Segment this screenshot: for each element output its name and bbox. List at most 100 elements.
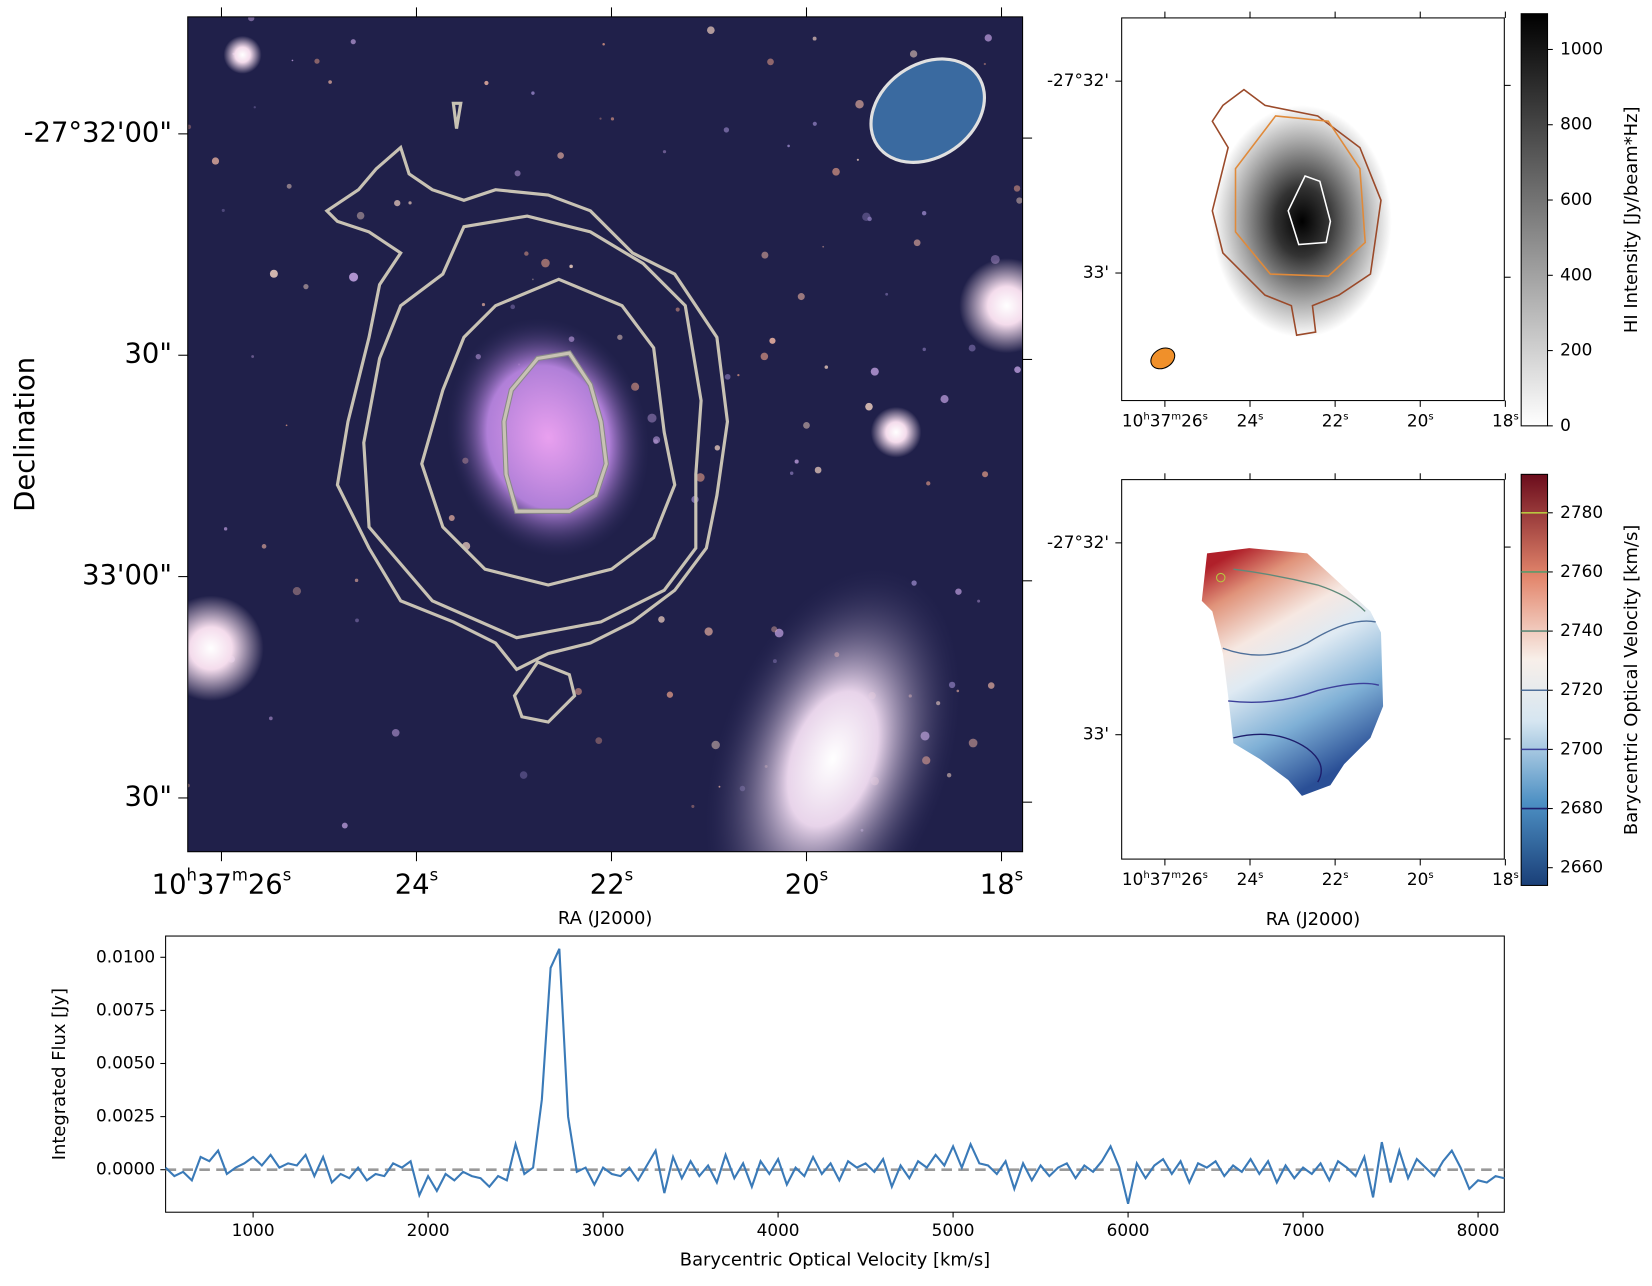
colorbar xyxy=(1520,13,1549,427)
axes-frame xyxy=(1121,17,1505,402)
star xyxy=(610,117,615,121)
axes-frame xyxy=(187,16,1024,853)
x-tick-label: 7000 xyxy=(1282,1220,1325,1240)
y-tick-label: -27°32'00" xyxy=(24,117,172,148)
star xyxy=(356,211,365,220)
x-tick-label: 22s xyxy=(1322,869,1349,889)
y-axis-label: Integrated Flux [Jy] xyxy=(49,988,70,1160)
star xyxy=(285,424,288,427)
colorbar-tick-label: 0 xyxy=(1560,415,1571,435)
star xyxy=(221,208,225,212)
y-tick-label: 0.0000 xyxy=(96,1159,155,1179)
star xyxy=(968,738,978,748)
star xyxy=(349,272,359,282)
optical-image xyxy=(187,16,1023,852)
star xyxy=(968,344,976,352)
star xyxy=(253,106,256,109)
y-tick-label: 0.0025 xyxy=(96,1106,155,1126)
x-tick-label: 22s xyxy=(590,865,633,899)
star xyxy=(524,251,529,256)
x-tick-label: 10h37m26s xyxy=(152,865,292,899)
star xyxy=(248,16,255,22)
star xyxy=(769,337,776,344)
star xyxy=(481,302,486,307)
colorbar-label: HI Intensity [Jy/beam*Hz] xyxy=(1621,106,1642,333)
contours xyxy=(324,101,730,724)
x-tick-label: 10h37m26s xyxy=(1122,411,1208,431)
star xyxy=(354,578,359,583)
spectrum-line xyxy=(164,948,1505,1204)
star xyxy=(448,515,455,521)
star xyxy=(982,471,989,478)
colorbar-tick-label: 2700 xyxy=(1560,738,1603,758)
moment0-image xyxy=(1150,88,1392,370)
elliptical-galaxy xyxy=(704,566,962,852)
star xyxy=(391,728,400,737)
star xyxy=(1014,366,1021,374)
colorbar-tick-label: 2760 xyxy=(1560,561,1603,581)
star xyxy=(913,239,921,247)
star xyxy=(761,251,769,259)
contour xyxy=(1211,88,1382,337)
star xyxy=(797,293,805,301)
x-tick-label: 6000 xyxy=(1107,1220,1150,1240)
colorbar-tick-label: 2660 xyxy=(1560,857,1603,877)
x-tick-label: 2000 xyxy=(407,1220,450,1240)
axes-frame xyxy=(1121,479,1505,860)
star xyxy=(595,737,603,744)
y-tick-label: -27°32' xyxy=(1047,532,1109,552)
x-tick-label: 22s xyxy=(1322,411,1349,431)
colorbar-tick-label: 800 xyxy=(1560,114,1592,134)
star xyxy=(658,616,665,623)
x-tick-label: 8000 xyxy=(1457,1220,1500,1240)
contour xyxy=(1228,682,1380,703)
star xyxy=(794,459,799,464)
star xyxy=(983,62,986,66)
beam xyxy=(1150,347,1176,370)
dynamic-layer: 10h37m26s 24s 22s 20s 18s -27°32'00" 30" 33'00"… xyxy=(10,7,1642,1271)
star xyxy=(737,374,740,377)
star xyxy=(787,144,790,148)
x-tick-label: 10h37m26s xyxy=(1122,869,1208,889)
star xyxy=(269,269,278,278)
star xyxy=(328,80,332,84)
bright-star xyxy=(187,595,264,701)
star xyxy=(926,481,931,486)
star xyxy=(569,264,573,269)
galaxy xyxy=(446,317,650,558)
colorbar-tick-label: 2680 xyxy=(1560,798,1603,818)
star xyxy=(696,473,705,482)
contour xyxy=(1216,572,1226,583)
star xyxy=(977,599,981,603)
star xyxy=(856,158,859,161)
star xyxy=(707,26,715,35)
x-tick-label: 5000 xyxy=(932,1220,975,1240)
colorbar-label: Barycentric Optical Velocity [km/s] xyxy=(1621,525,1642,835)
star xyxy=(394,199,401,207)
star xyxy=(531,91,535,95)
star xyxy=(341,822,348,829)
star xyxy=(870,367,879,376)
star xyxy=(865,402,873,411)
star xyxy=(291,59,294,62)
star xyxy=(599,117,602,120)
velocity-field xyxy=(1201,548,1384,796)
x-axis-label: RA (J2000) xyxy=(558,908,652,929)
star xyxy=(532,278,534,281)
bright-star xyxy=(870,406,922,458)
star xyxy=(822,245,825,248)
x-tick-label: 18s xyxy=(1492,869,1519,889)
star xyxy=(855,100,864,109)
x-axis-label: RA (J2000) xyxy=(1266,909,1360,930)
star xyxy=(909,50,918,58)
x-tick-label: 4000 xyxy=(757,1220,800,1240)
star xyxy=(211,157,220,165)
x-axis-label: Barycentric Optical Velocity [km/s] xyxy=(680,1250,990,1271)
y-tick-label: 30" xyxy=(124,339,171,370)
star xyxy=(885,292,889,296)
star xyxy=(602,42,605,46)
star xyxy=(955,588,962,595)
contour xyxy=(1222,620,1376,656)
contour xyxy=(1233,568,1366,612)
